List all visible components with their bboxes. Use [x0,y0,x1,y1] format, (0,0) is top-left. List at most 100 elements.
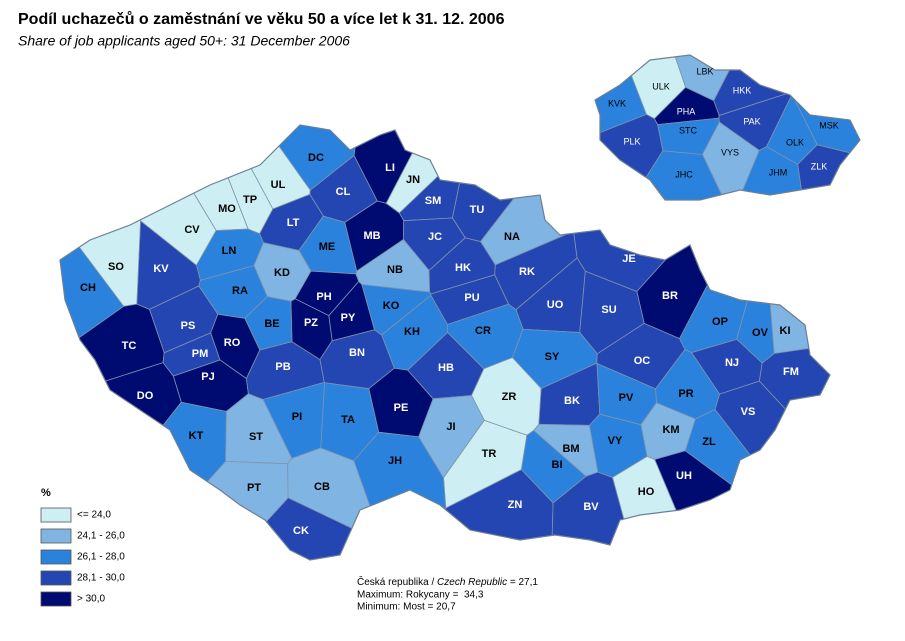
footnote-part: Czech Republic [437,577,507,588]
region-label: ULK [652,81,670,91]
district-label: HB [438,362,454,374]
district-label: SO [108,261,124,273]
district-label: RO [224,337,241,349]
legend: <= 24,0 24,1 - 26,0 26,1 - 28,0 28,1 - 30,0… [40,507,125,607]
district-label: CL [336,186,351,198]
district-label: JH [388,455,402,467]
district-label: JI [446,421,455,433]
region-label: HKK [733,85,752,95]
district-label: PU [464,292,479,304]
district-label: KO [383,300,400,312]
district-label: NB [387,264,403,276]
district-label: TU [470,204,485,216]
district-label: BI [552,459,563,471]
district-label: FM [783,366,799,378]
inset-outline [594,54,861,201]
legend-swatch [40,591,72,607]
region-label: PLK [623,136,640,146]
region-label: STC [679,125,698,135]
district-label: SU [601,304,616,316]
legend-title: % [41,487,51,499]
district-label: PH [316,291,331,303]
district-label: OV [752,327,769,339]
footnote-line: Minimum: Most = 20,7 [357,602,456,613]
subtitle: Share of job applicants aged 50+: 31 Dec… [18,33,350,49]
region-label: VYS [721,147,739,157]
district-label: CB [314,481,330,493]
district-label: PR [678,388,693,400]
district-label: OP [712,316,728,328]
district-label: CV [184,224,200,236]
district-label: RA [232,285,248,297]
district-label: KI [780,325,791,337]
district-label: KM [662,424,679,436]
district-label: LT [287,217,300,229]
district-label: SY [545,351,560,363]
district-label: PB [275,361,290,373]
district-label: ZN [508,499,523,511]
legend-swatch [40,507,72,523]
footnote-line: Česká republika / Czech Republic = 27,1 [357,575,538,588]
district-label: UH [676,470,692,482]
district-label: RK [519,266,535,278]
district [714,380,830,560]
district-label: MB [363,230,380,242]
district-label: KD [274,267,290,279]
district-label: BM [562,443,579,455]
footnote-line: Maximum: Rokycany = 34,3 [357,590,484,601]
region [595,113,664,200]
footnote-part: = 27,1 [507,577,538,588]
district-label: PZ [304,317,318,329]
legend-label: 28,1 - 30,0 [77,573,125,584]
district-label: PI [292,411,302,423]
region-label: PAK [743,116,760,126]
legend-label: > 30,0 [77,594,106,605]
region-label: KVK [608,98,626,108]
district-label: PV [619,392,634,404]
district-label: TR [482,448,497,460]
district-label: LN [222,245,237,257]
district-label: PE [394,402,409,414]
district-label: ST [249,431,263,443]
footnote-part: Česká republika / [357,575,437,588]
region-label: JHC [675,169,693,179]
district-label: VY [608,435,623,447]
district-label: BV [583,501,599,513]
district-label: BR [662,290,678,302]
district-label: ZR [502,391,517,403]
district-label: BK [564,395,580,407]
district-label: JN [406,174,420,186]
district-label: PS [181,320,196,332]
title: Podíl uchazečů o zaměstnání ve věku 50 a… [18,11,505,28]
district-label: KH [404,326,420,338]
legend-swatch [40,528,72,544]
legend-label: 24,1 - 26,0 [77,531,125,542]
district-label: TP [243,194,257,206]
district-label: PM [192,348,209,360]
district-label: PY [341,312,356,324]
district-label: CR [475,325,491,337]
labels: DC UL LI JN CL TP MO SM TU CV LT ME MB JC NA LN SO KV KD NB… [80,66,839,537]
district-label: HK [455,262,471,274]
district-label: PT [247,482,261,494]
district-label: KT [189,430,204,442]
district-label: PJ [201,371,214,383]
district-label: NA [504,231,520,243]
district-label: BN [349,347,365,359]
region-label: PHA [677,106,696,116]
district-label: OC [634,355,651,367]
legend-swatch [40,549,72,565]
district-label: DO [137,390,154,402]
district [60,362,182,560]
district-label: JE [622,253,635,265]
district-label: ZL [702,436,716,448]
legend-swatch [40,570,72,586]
legend-label: <= 24,0 [77,510,111,521]
region-label: LBK [696,66,713,76]
district-label: DC [308,152,324,164]
country-outline [59,124,831,561]
region-label: MSK [819,120,839,130]
district-label: UL [271,179,286,191]
district-label: HO [638,486,655,498]
